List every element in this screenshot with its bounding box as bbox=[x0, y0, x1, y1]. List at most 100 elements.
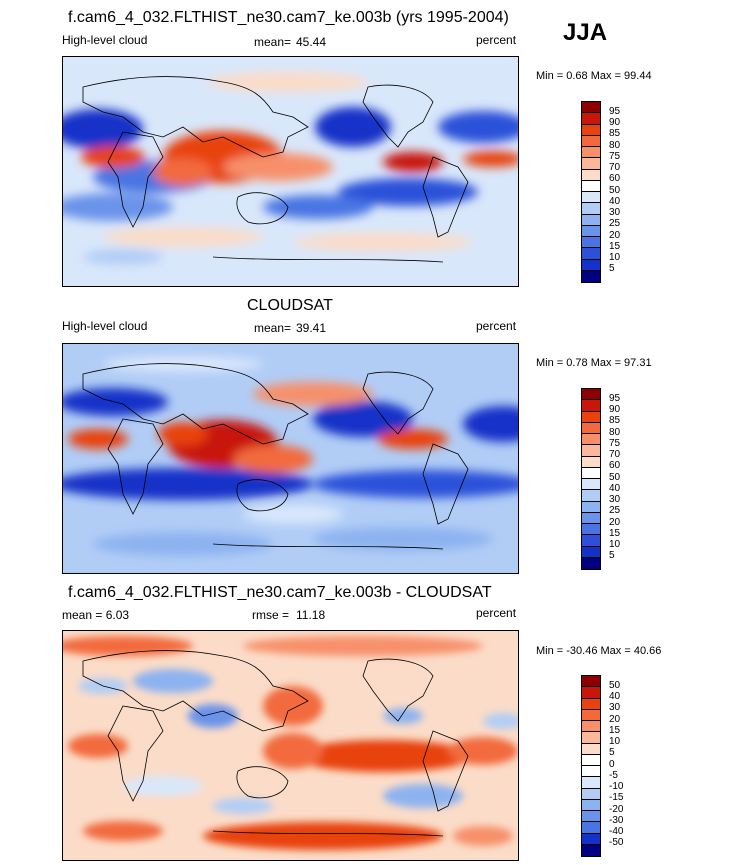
colorbar-swatch bbox=[582, 389, 600, 401]
colorbar-label: 5 bbox=[609, 263, 615, 274]
colorbar-swatch bbox=[582, 512, 600, 524]
colorbar-swatch bbox=[582, 147, 600, 159]
colorbar-swatch bbox=[582, 788, 600, 800]
colorbar-label: 95 bbox=[609, 106, 621, 117]
colorbar-label: 30 bbox=[609, 207, 621, 218]
colorbar-label: 70 bbox=[609, 162, 621, 173]
panel-diff-map-svg bbox=[63, 631, 518, 860]
colorbar-swatch bbox=[582, 456, 600, 468]
panel-diff-map bbox=[62, 630, 519, 861]
colorbar-label: 10 bbox=[609, 539, 621, 550]
panel-model-map-svg bbox=[63, 57, 518, 286]
colorbar-label: 30 bbox=[609, 702, 621, 713]
colorbar-label: 15 bbox=[609, 528, 621, 539]
colorbar-label: 90 bbox=[609, 117, 621, 128]
colorbar-swatch bbox=[582, 535, 600, 547]
colorbar-label: 5 bbox=[609, 550, 615, 561]
colorbar-swatch bbox=[582, 501, 600, 513]
colorbar-label: 20 bbox=[609, 230, 621, 241]
colorbar-label: 60 bbox=[609, 460, 621, 471]
colorbar-label: 50 bbox=[609, 680, 621, 691]
panel-diff-units: percent bbox=[476, 606, 517, 620]
colorbar-label: -50 bbox=[609, 837, 624, 848]
colorbar-label: 25 bbox=[609, 218, 621, 229]
colorbar-label: 85 bbox=[609, 415, 621, 426]
colorbar-label: 80 bbox=[609, 140, 621, 151]
colorbar-swatch bbox=[582, 237, 600, 249]
colorbar-label: -15 bbox=[609, 792, 624, 803]
colorbar-swatch bbox=[582, 687, 600, 699]
figure-title: f.cam6_4_032.FLTHIST_ne30.cam7_ke.003b (… bbox=[68, 9, 509, 26]
panel-model-variable-label: High-level cloud bbox=[62, 33, 148, 47]
colorbar-swatch bbox=[582, 214, 600, 226]
colorbar-swatch bbox=[582, 822, 600, 834]
panel-obs-colorbar bbox=[581, 388, 601, 570]
colorbar-swatch bbox=[582, 259, 600, 271]
colorbar-label: 15 bbox=[609, 241, 621, 252]
colorbar-label: 10 bbox=[609, 252, 621, 263]
colorbar-swatch bbox=[582, 102, 600, 114]
colorbar-swatch bbox=[582, 524, 600, 536]
panel-obs-title: CLOUDSAT bbox=[247, 297, 333, 314]
colorbar-swatch bbox=[582, 844, 600, 856]
panel-diff-mean: mean = 6.03 bbox=[62, 608, 130, 622]
colorbar-label: -5 bbox=[609, 770, 618, 781]
colorbar-label: 85 bbox=[609, 128, 621, 139]
panel-obs-map-svg bbox=[63, 344, 518, 573]
colorbar-swatch bbox=[582, 422, 600, 434]
colorbar-swatch bbox=[582, 113, 600, 125]
panel-model-units: percent bbox=[476, 33, 517, 47]
colorbar-label: 0 bbox=[609, 759, 615, 770]
colorbar-swatch bbox=[582, 743, 600, 755]
colorbar-swatch bbox=[582, 698, 600, 710]
panel-diff-title: f.cam6_4_032.FLTHIST_ne30.cam7_ke.003b -… bbox=[68, 584, 492, 601]
colorbar-label: 50 bbox=[609, 185, 621, 196]
colorbar-swatch bbox=[582, 676, 600, 688]
panel-diff-colorbar bbox=[581, 675, 601, 857]
colorbar-label: 70 bbox=[609, 449, 621, 460]
colorbar-swatch bbox=[582, 192, 600, 204]
colorbar-swatch bbox=[582, 709, 600, 721]
colorbar-label: 75 bbox=[609, 151, 621, 162]
colorbar-swatch bbox=[582, 225, 600, 237]
colorbar-swatch bbox=[582, 490, 600, 502]
colorbar-label: 30 bbox=[609, 494, 621, 505]
colorbar-swatch bbox=[582, 270, 600, 282]
colorbar-label: 20 bbox=[609, 714, 621, 725]
colorbar-swatch bbox=[582, 799, 600, 811]
colorbar-label: 80 bbox=[609, 427, 621, 438]
colorbar-swatch bbox=[582, 434, 600, 446]
colorbar-label: 40 bbox=[609, 691, 621, 702]
colorbar-label: 50 bbox=[609, 472, 621, 483]
colorbar-swatch bbox=[582, 169, 600, 181]
panel-diff-rmse-value: 11.18 bbox=[296, 608, 326, 622]
colorbar-swatch bbox=[582, 400, 600, 412]
colorbar-swatch bbox=[582, 467, 600, 479]
panel-obs-minmax: Min = 0.78 Max = 97.31 bbox=[536, 357, 652, 369]
colorbar-label: 40 bbox=[609, 483, 621, 494]
colorbar-swatch bbox=[582, 557, 600, 569]
colorbar-label: 75 bbox=[609, 438, 621, 449]
colorbar-swatch bbox=[582, 766, 600, 778]
colorbar-swatch bbox=[582, 721, 600, 733]
panel-obs-mean-label: mean= bbox=[254, 321, 292, 335]
colorbar-label: 60 bbox=[609, 173, 621, 184]
panel-obs-variable-label: High-level cloud bbox=[62, 319, 148, 333]
colorbar-swatch bbox=[582, 777, 600, 789]
colorbar-swatch bbox=[582, 479, 600, 491]
panel-model-colorbar bbox=[581, 101, 601, 283]
colorbar-swatch bbox=[582, 135, 600, 147]
colorbar-label: -40 bbox=[609, 826, 624, 837]
colorbar-swatch bbox=[582, 445, 600, 457]
panel-diff-rmse-label: rmse = bbox=[252, 608, 290, 622]
colorbar-label: -10 bbox=[609, 781, 624, 792]
colorbar-label: 20 bbox=[609, 517, 621, 528]
colorbar-swatch bbox=[582, 833, 600, 845]
panel-diff-minmax: Min = -30.46 Max = 40.66 bbox=[536, 645, 662, 657]
colorbar-swatch bbox=[582, 411, 600, 423]
panel-model-map bbox=[62, 56, 519, 287]
panel-model-mean-value: 45.44 bbox=[296, 35, 327, 49]
colorbar-label: 90 bbox=[609, 404, 621, 415]
colorbar-label: 10 bbox=[609, 736, 621, 747]
colorbar-label: 15 bbox=[609, 725, 621, 736]
